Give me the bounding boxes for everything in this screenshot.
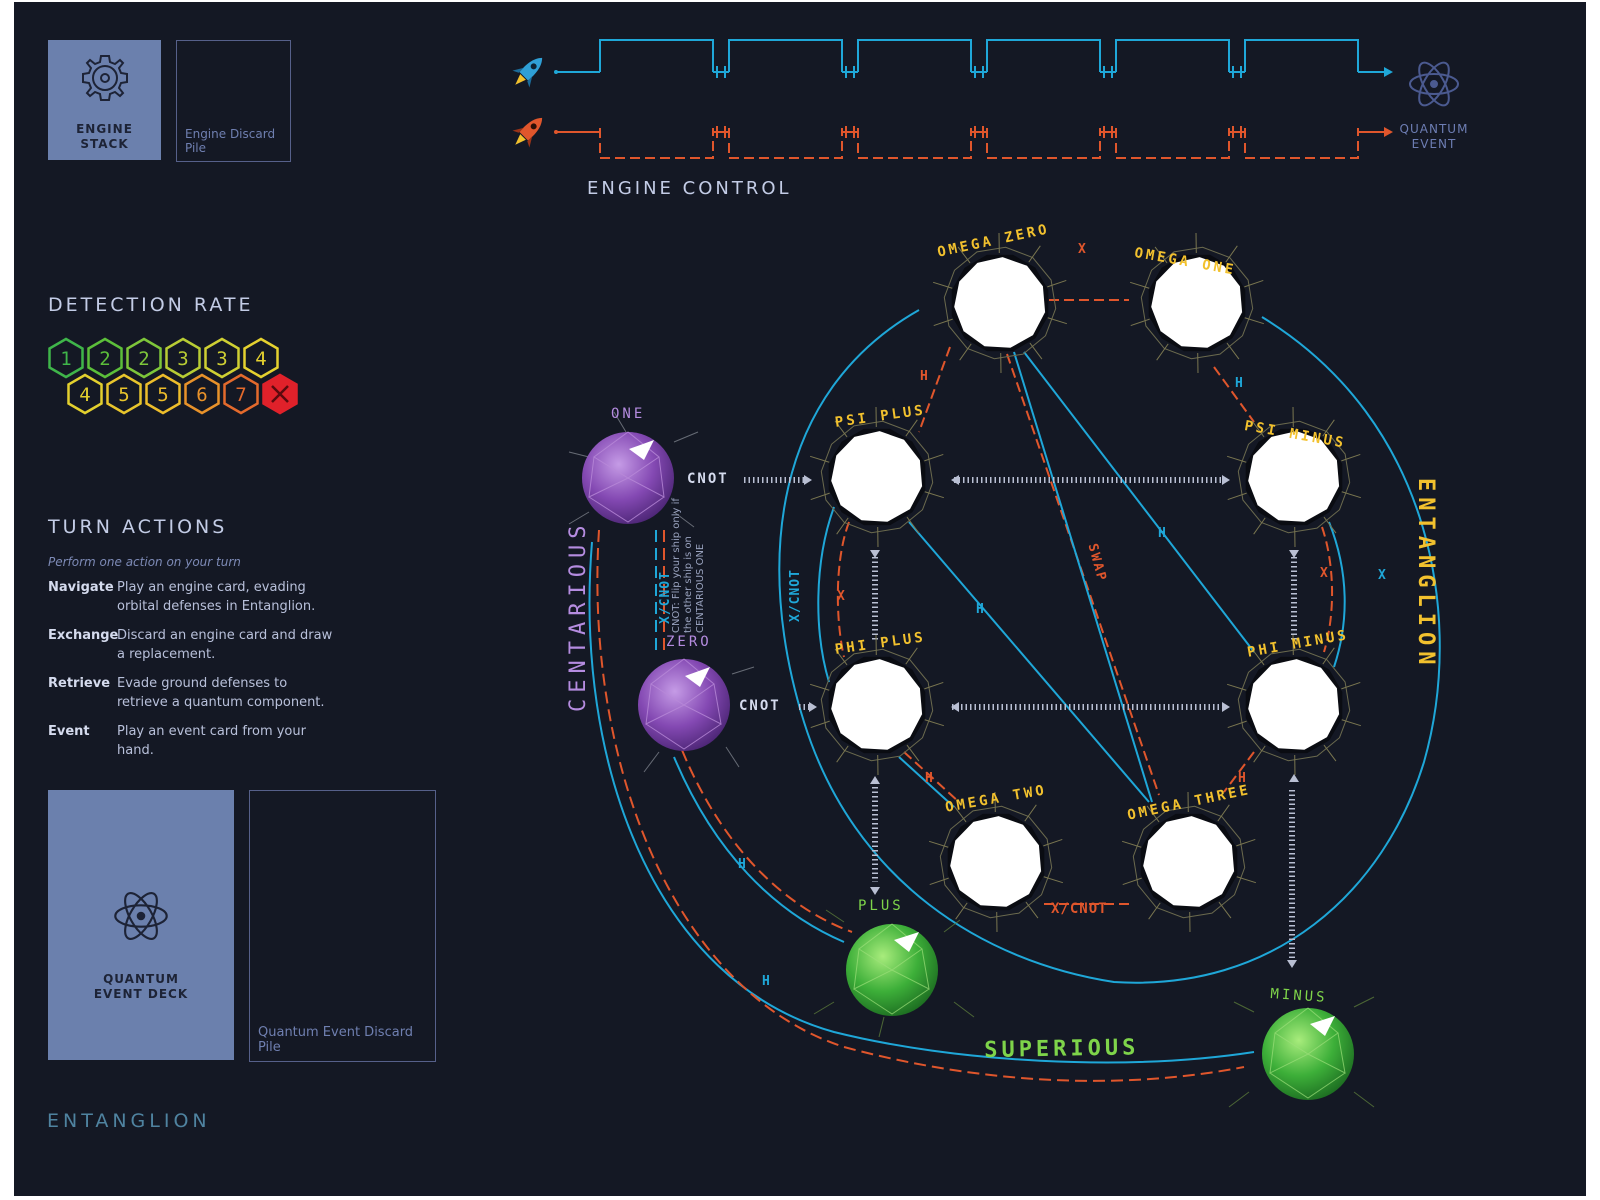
gate-cnot-bottom: CNOT (739, 698, 781, 714)
detection-hex[interactable] (145, 373, 181, 415)
action-desc-exchange: Discard an engine card and draw a replac… (117, 628, 333, 662)
detection-rate-title: DETECTION RATE (48, 294, 254, 316)
region-entanglion: ENTANGLION (1413, 478, 1438, 671)
footer-title: ENTANGLION (47, 1110, 211, 1132)
region-centarious: CENTARIOUS (566, 519, 591, 712)
quantum-event-deck[interactable]: QUANTUM EVENT DECK (48, 790, 234, 1060)
gate-cnot-top: CNOT (687, 471, 729, 487)
gate-h-6: H (1238, 771, 1246, 786)
quantum-event-label-1: QUANTUM (1399, 122, 1469, 136)
engine-slot[interactable] (728, 39, 843, 72)
gate-h-5: H (925, 771, 933, 786)
gate-x-cnot-bottom: X/CNOT (1051, 901, 1108, 917)
detection-hex[interactable] (184, 373, 220, 415)
gate-x-cnot-inner: X/CNOT (788, 569, 803, 622)
planet-psi-plus[interactable] (809, 406, 945, 548)
action-desc-navigate: Play an engine card, evading orbital def… (117, 580, 316, 614)
caught-x-icon (271, 385, 289, 403)
engine-stack-label-2: STACK (80, 137, 129, 151)
gate-x-left: X (837, 589, 845, 604)
detection-hex-label: 4 (255, 348, 266, 370)
planet-omega-three[interactable] (1121, 791, 1257, 933)
detection-hex-label: 6 (196, 384, 207, 406)
quantum-event-label: QUANTUM EVENT (1384, 122, 1484, 152)
detection-hex[interactable] (67, 373, 103, 415)
quantum-deck-label-1: QUANTUM (103, 972, 179, 986)
engine-slot[interactable] (599, 39, 714, 72)
planet-zero[interactable] (638, 658, 755, 773)
cnot-note: CNOT: Flip your ship only if the other s… (671, 498, 706, 633)
detection-hex-label: 4 (79, 384, 90, 406)
blue-rocket-icon[interactable] (504, 48, 552, 96)
detection-hex-label: 1 (60, 348, 71, 370)
action-desc-retrieve: Evade ground defenses to retrieve a quan… (117, 676, 325, 710)
gate-h-2: H (1235, 376, 1243, 391)
turn-actions-title: TURN ACTIONS (48, 516, 228, 538)
detection-hex[interactable] (204, 337, 240, 379)
detection-hex-label: 7 (235, 384, 246, 406)
detection-hex[interactable] (126, 337, 162, 379)
engine-discard-pile[interactable]: Engine Discard Pile (176, 40, 291, 162)
action-name-retrieve: Retrieve (48, 676, 111, 691)
quantum-deck-label-2: EVENT DECK (93, 987, 189, 1001)
action-name-exchange: Exchange (48, 628, 119, 643)
action-name-navigate: Navigate (48, 580, 114, 595)
engine-slot[interactable] (857, 39, 972, 72)
planet-one[interactable] (568, 411, 699, 528)
label-plus: PLUS (858, 898, 904, 914)
gear-icon (82, 55, 128, 101)
game-board: ENGINE STACK Engine Discard Pile ENGINE … (14, 2, 1586, 1196)
planet-plus[interactable] (813, 909, 975, 1038)
deck-atom-icon (114, 892, 168, 940)
gate-h-3: H (1158, 526, 1166, 541)
engine-control-label: ENGINE CONTROL (587, 178, 792, 199)
detection-hex[interactable] (165, 337, 201, 379)
engine-stack[interactable]: ENGINE STACK (48, 40, 161, 160)
engine-discard-label: Engine Discard Pile (185, 127, 276, 155)
detection-hex-label: 5 (157, 384, 168, 406)
gate-h-1: H (920, 369, 928, 384)
gate-h-4: H (976, 602, 984, 617)
engine-stack-label-1: ENGINE (76, 122, 133, 136)
detection-rate-track: 12233445567X (48, 337, 298, 415)
quantum-event-label-2: EVENT (1411, 137, 1457, 151)
detection-hex[interactable] (243, 337, 279, 379)
quantum-event-discard-pile[interactable]: Quantum Event Discard Pile (249, 790, 436, 1062)
gate-x-right: X (1320, 566, 1328, 581)
detection-hex[interactable] (223, 373, 259, 415)
planet-psi-minus[interactable] (1226, 406, 1362, 548)
label-one: ONE (611, 406, 646, 422)
turn-actions-hint: Perform one action on your turn (48, 555, 241, 569)
planet-phi-plus[interactable] (809, 634, 945, 776)
action-desc-event: Play an event card from your hand. (117, 724, 306, 758)
detection-hex-label: 3 (177, 348, 188, 370)
detection-hex-label: 5 (118, 384, 129, 406)
gate-x-outer: X (1378, 568, 1386, 583)
detection-hex[interactable] (87, 337, 123, 379)
quantum-discard-label: Quantum Event Discard Pile (258, 1025, 414, 1055)
detection-hex-label: 2 (99, 348, 110, 370)
label-zero: ZERO (666, 634, 712, 650)
region-superious: SUPERIOUS (984, 1035, 1140, 1063)
atom-icon (1409, 61, 1459, 107)
engine-slot[interactable] (1244, 39, 1359, 72)
galaxy-map (568, 232, 1441, 1108)
gate-h-8: H (762, 974, 770, 989)
action-name-event: Event (48, 724, 90, 739)
planet-minus[interactable] (1228, 996, 1375, 1108)
orange-rocket-icon[interactable] (504, 108, 552, 156)
planet-phi-minus[interactable] (1226, 634, 1362, 776)
gate-x-omega: X (1078, 242, 1086, 257)
planet-omega-zero[interactable] (932, 232, 1068, 374)
engine-control-track (554, 39, 1393, 159)
detection-hex-label: 2 (138, 348, 149, 370)
engine-slot[interactable] (1115, 39, 1230, 72)
planet-omega-two[interactable] (928, 791, 1064, 933)
detection-hex-label: 3 (216, 348, 227, 370)
planet-omega-one[interactable] (1129, 232, 1265, 374)
detection-hex[interactable] (48, 337, 84, 379)
detection-hex[interactable] (106, 373, 142, 415)
gate-h-7: H (738, 857, 746, 872)
engine-slot[interactable] (986, 39, 1101, 72)
